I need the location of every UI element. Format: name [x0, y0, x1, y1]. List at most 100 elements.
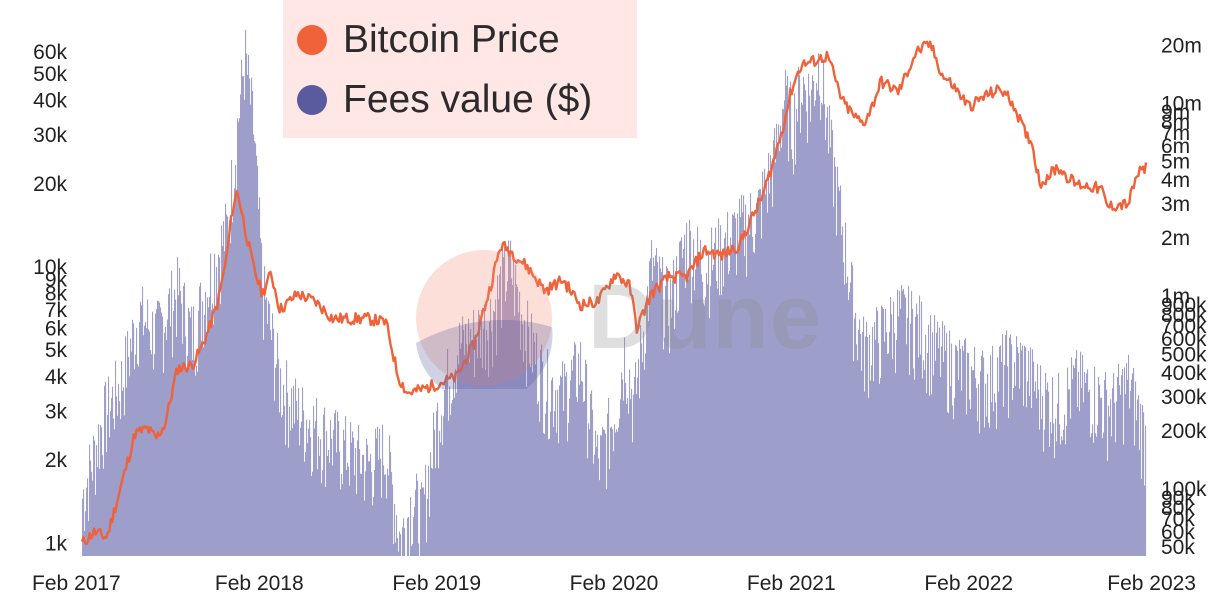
legend-item-fees[interactable]: Fees value ($) — [297, 78, 592, 122]
fee-bar — [387, 468, 389, 556]
fee-bar — [915, 316, 917, 556]
fee-bar — [971, 366, 973, 556]
fee-bar — [861, 370, 863, 556]
fee-bar — [974, 347, 976, 556]
fee-bar — [192, 359, 194, 556]
fee-bar — [1113, 372, 1115, 556]
fee-bar — [108, 376, 110, 556]
fee-bar — [741, 194, 743, 557]
fee-bar — [146, 328, 148, 556]
fee-bar — [604, 430, 606, 556]
fee-bar — [1105, 371, 1107, 556]
fee-bar — [306, 419, 308, 556]
fee-bar — [1091, 433, 1093, 556]
fee-bar — [162, 316, 164, 556]
fee-bar — [595, 430, 597, 556]
fee-bar — [804, 84, 806, 557]
fee-bar — [577, 401, 579, 556]
fee-bar — [326, 431, 328, 556]
fee-bar — [513, 257, 515, 556]
fee-bar — [522, 324, 524, 556]
fee-bar — [369, 461, 371, 556]
fee-bar — [1021, 350, 1023, 556]
fee-bar — [908, 285, 910, 556]
fee-bar — [693, 239, 695, 556]
fee-bar — [744, 256, 746, 556]
fee-bar — [797, 121, 799, 556]
fee-bar — [1046, 389, 1048, 556]
fee-bar — [671, 317, 673, 556]
fee-bar — [792, 159, 794, 557]
fee-bar — [950, 386, 952, 556]
fee-bar — [1075, 358, 1077, 556]
fee-bar — [656, 247, 658, 557]
fee-bar — [333, 429, 335, 556]
fee-bar — [343, 429, 345, 556]
fee-bar — [1111, 436, 1113, 556]
fee-bar — [1125, 394, 1127, 556]
fee-bar — [707, 284, 709, 556]
fee-bar — [1128, 354, 1130, 556]
fee-bar — [844, 284, 846, 556]
fee-bar — [644, 369, 646, 556]
fee-bar — [1080, 351, 1082, 556]
fee-bar — [215, 305, 217, 556]
fee-bar — [816, 83, 818, 556]
fee-bar — [659, 256, 661, 556]
x-tick-label: Feb 2019 — [392, 572, 481, 595]
fee-bar — [528, 326, 530, 556]
fee-bar — [1041, 419, 1043, 556]
fee-bar — [835, 166, 837, 556]
fee-bar — [1001, 362, 1003, 556]
fee-bar — [109, 437, 111, 556]
fee-bar — [764, 168, 766, 556]
fee-bar — [733, 215, 735, 556]
fee-bar — [116, 396, 118, 556]
fee-bar — [1053, 423, 1055, 556]
fee-bar — [290, 430, 292, 556]
fee-bar — [665, 285, 667, 556]
fee-bar — [527, 300, 529, 556]
fee-bar — [296, 401, 298, 556]
fee-bar — [533, 332, 535, 556]
fee-bar — [372, 505, 374, 556]
fee-bar — [129, 376, 131, 556]
fee-bar — [274, 400, 276, 556]
fee-bar — [218, 254, 220, 556]
fee-bar — [718, 218, 720, 557]
fee-bar — [621, 372, 623, 556]
fee-bar — [843, 262, 845, 556]
fee-bar — [164, 332, 166, 556]
fee-bar — [515, 264, 517, 556]
right-tick-label: 900k — [1161, 294, 1207, 317]
fee-bar — [1108, 405, 1110, 556]
fee-bar — [455, 369, 457, 556]
price-series-line — [80, 40, 1148, 546]
fee-bar — [902, 290, 904, 556]
fee-bar — [82, 498, 84, 556]
fee-bar — [874, 322, 876, 556]
right-tick-label: 600k — [1161, 328, 1207, 351]
fee-bar — [182, 343, 184, 556]
fee-bar — [202, 301, 204, 556]
fee-bar — [273, 328, 275, 556]
fee-bar — [319, 455, 321, 556]
fee-bar — [934, 315, 936, 556]
fee-bar — [735, 218, 737, 557]
fee-bar — [476, 340, 478, 556]
fee-bar — [280, 368, 282, 556]
fee-bar — [239, 118, 241, 556]
fee-bar — [467, 364, 469, 556]
fee-bar — [969, 399, 971, 556]
fee-bar — [936, 332, 938, 556]
fee-bar — [231, 160, 233, 556]
fee-bar — [424, 494, 426, 556]
fee-bar — [754, 253, 756, 557]
fee-bar — [1000, 345, 1002, 556]
fee-bar — [1031, 408, 1033, 556]
legend-item-price[interactable]: Bitcoin Price — [297, 18, 560, 62]
fee-bar — [255, 143, 257, 556]
fee-bar — [241, 59, 243, 556]
fee-bar — [976, 387, 978, 556]
fee-bar — [399, 531, 401, 556]
